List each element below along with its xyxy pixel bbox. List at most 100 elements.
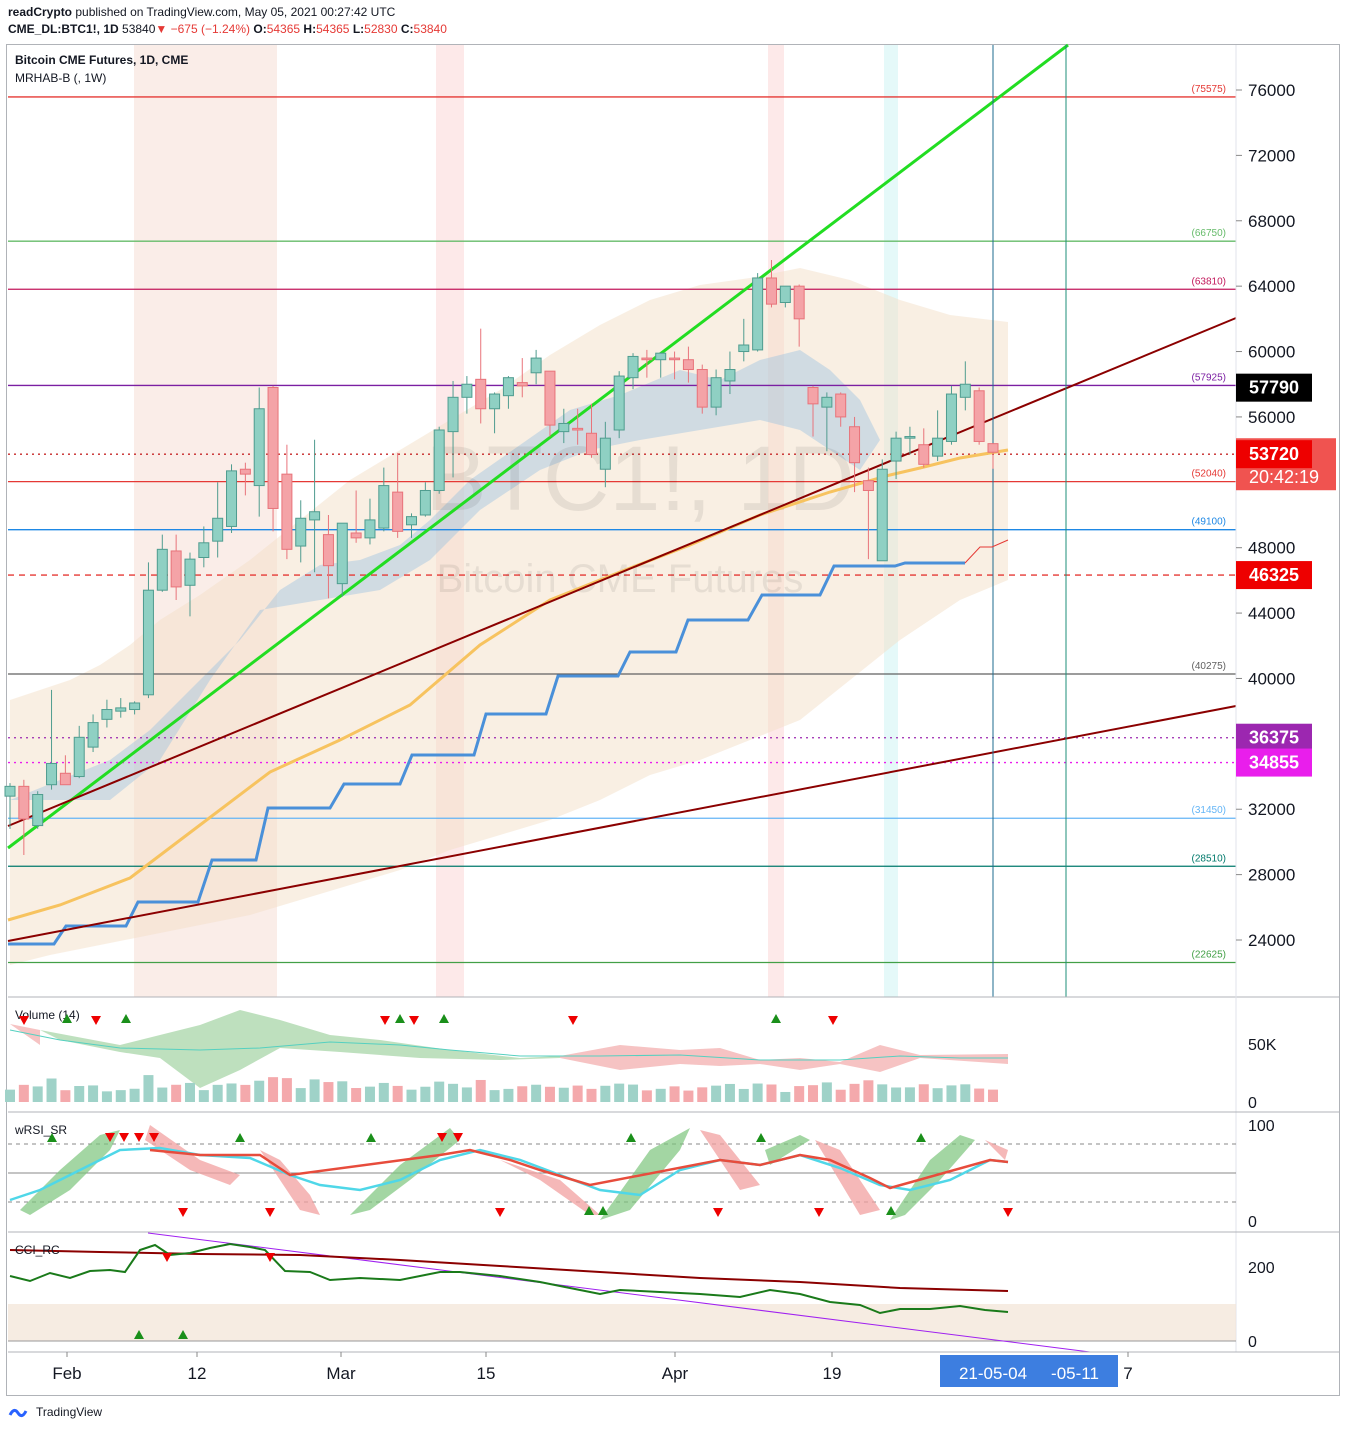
price-tick-label: 40000 (1248, 669, 1295, 688)
volume-bar (489, 1090, 500, 1102)
rsi-red-line (149, 1148, 1009, 1190)
candle-body (447, 396, 459, 433)
legend-title: Bitcoin CME Futures, 1D, CME (15, 53, 188, 67)
candle (849, 416, 861, 493)
volume-red-cloud-left (10, 1024, 40, 1045)
volume-bar (877, 1084, 888, 1102)
rsi-red-ribbon (145, 1125, 1008, 1215)
volume-bar (641, 1090, 652, 1102)
candle-body (516, 382, 528, 387)
price-tick-label: 60000 (1248, 343, 1295, 362)
level-label: (40275) (1192, 661, 1226, 672)
candle-body (267, 387, 279, 509)
cci-tick-200: 200 (1248, 1260, 1275, 1277)
cci-signal-line (9, 1249, 1009, 1292)
volume-bar (351, 1088, 362, 1102)
candle-body (682, 359, 694, 371)
candle (572, 408, 584, 445)
candle-body (73, 736, 85, 778)
price-tick-label: 68000 (1248, 212, 1295, 231)
volume-tick-0: 0 (1248, 1095, 1257, 1112)
candle-body (862, 480, 874, 491)
candle-body (932, 437, 944, 457)
price-badge (1236, 561, 1312, 590)
candle-body (779, 285, 791, 303)
ohlc-low: 52830 (364, 22, 398, 36)
volume-green-cloud (40, 1010, 560, 1088)
candle (987, 443, 999, 469)
candle-body (724, 369, 736, 382)
chart-frame[interactable] (6, 44, 1340, 1396)
time-tick-label: 7 (1123, 1364, 1132, 1383)
volume-bar (157, 1087, 168, 1102)
candle-body (572, 427, 584, 431)
volume-bar (254, 1080, 265, 1102)
candle-body (904, 436, 916, 439)
candle-body (959, 383, 971, 398)
volume-red-cloud (560, 1045, 1008, 1072)
tradingview-footer[interactable]: TradingView (8, 1405, 102, 1419)
volume-bar (226, 1083, 237, 1102)
volume-bar (808, 1085, 819, 1102)
candle-body (793, 285, 805, 320)
down-arrow-icon (814, 1208, 824, 1217)
up-arrow-icon (178, 1330, 188, 1339)
up-arrow-icon (134, 1330, 144, 1339)
dark-red-lower-trend-line (7, 705, 1237, 942)
down-arrow-icon (437, 1133, 447, 1142)
candle (309, 439, 321, 573)
up-arrow-icon (121, 1014, 131, 1023)
candle-body (433, 429, 445, 491)
volume-bar (849, 1083, 860, 1102)
down-arrow-icon (162, 1253, 172, 1262)
volume-ma-line (9, 1029, 1008, 1061)
candle (129, 701, 141, 715)
volume-bar (988, 1089, 998, 1102)
volume-bar (531, 1084, 542, 1102)
candle-body (406, 516, 418, 526)
time-tick-label: Mar (326, 1364, 356, 1383)
volume-bar (918, 1084, 929, 1102)
volume-bar (780, 1091, 791, 1102)
candle-body (807, 387, 819, 405)
candle-body (239, 468, 251, 475)
up-arrow-icon (886, 1206, 896, 1215)
candle (73, 725, 85, 779)
candle-body (987, 443, 999, 453)
candle-body (475, 378, 487, 410)
volume-bar (891, 1087, 902, 1102)
candle (959, 361, 971, 411)
level-label: (22625) (1192, 949, 1226, 960)
down-arrow-icon (105, 1133, 115, 1142)
volume-bar (448, 1083, 459, 1102)
candle-body (184, 558, 196, 586)
candle-body (350, 532, 362, 539)
time-tick-label: 19 (823, 1364, 842, 1383)
candle (821, 392, 833, 452)
price-badge-countdown: 20:42:19 (1249, 467, 1319, 487)
candle (682, 346, 694, 383)
up-arrow-icon (626, 1133, 636, 1142)
candle (378, 467, 390, 532)
ohlc-close: 53840 (413, 22, 447, 36)
volume-bar (60, 1090, 71, 1102)
candle-body (821, 396, 833, 408)
candle-body (101, 709, 113, 720)
volume-bar (974, 1088, 985, 1102)
candle-body (115, 707, 127, 712)
candle (918, 428, 930, 468)
candle (101, 699, 113, 728)
candle (489, 392, 501, 434)
candle-body (226, 470, 238, 527)
author[interactable]: readCrypto (8, 5, 73, 19)
level-label: (52040) (1192, 469, 1226, 480)
candle-body (281, 473, 293, 550)
moving-average-line (7, 448, 1009, 922)
price-badge (1236, 748, 1312, 777)
time-tick-label: 15 (477, 1364, 496, 1383)
volume-bar (669, 1086, 680, 1102)
candle (710, 369, 722, 416)
envelope-band (10, 268, 1008, 965)
candle (475, 328, 487, 424)
